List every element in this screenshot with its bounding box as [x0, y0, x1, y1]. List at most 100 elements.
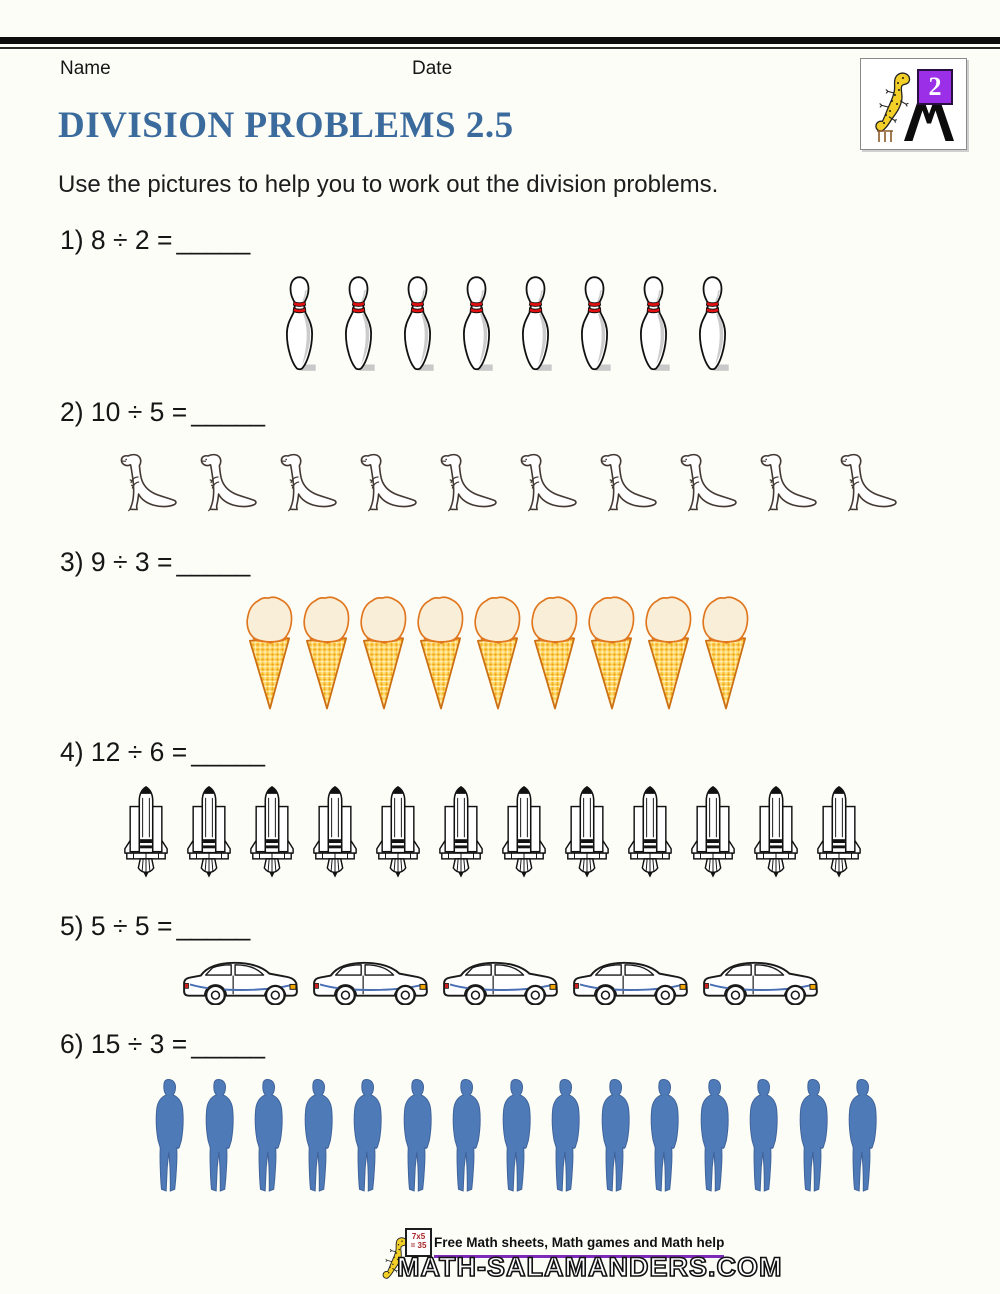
logo-m-icon	[903, 99, 955, 141]
grade-badge: 2	[917, 69, 953, 105]
rocket-icon	[689, 785, 737, 878]
stool-icon	[877, 130, 893, 142]
dinosaur-icon	[277, 452, 339, 513]
person-icon	[545, 1076, 584, 1196]
answer-blank[interactable]: _____	[176, 547, 251, 577]
dinosaur-icon	[517, 452, 579, 513]
bowling-pin-icon	[454, 272, 499, 376]
person-icon	[595, 1076, 634, 1196]
ice-cream-icon	[699, 594, 752, 713]
dinosaur-icon	[117, 452, 179, 513]
person-icon	[694, 1076, 733, 1196]
ice-cream-icon	[243, 594, 296, 713]
instruction-text: Use the pictures to help you to work out…	[58, 171, 719, 198]
problem-1-expression: 1) 8 ÷ 2 =	[60, 225, 173, 255]
problem-6-expression: 6) 15 ÷ 3 =	[60, 1029, 188, 1059]
person-icon	[644, 1076, 683, 1196]
rocket-icon	[563, 785, 611, 878]
ice-cream-icon	[357, 594, 410, 713]
ice-cream-icon	[300, 594, 353, 713]
rocket-icon	[815, 785, 863, 878]
car-icon	[440, 954, 560, 1005]
dinosaur-row	[117, 452, 899, 513]
problem-4-expression: 4) 12 ÷ 6 =	[60, 737, 188, 767]
person-icon	[347, 1076, 386, 1196]
problem-5-label: 5) 5 ÷ 5 = _____	[60, 911, 250, 942]
footer-chalkboard: 7x5 = 35	[405, 1228, 432, 1257]
bowling-pin-row	[277, 272, 735, 376]
bowling-pin-icon	[395, 272, 440, 376]
grade-number: 2	[928, 72, 942, 101]
dinosaur-icon	[597, 452, 659, 513]
problem-3-expression: 3) 9 ÷ 3 =	[60, 547, 173, 577]
footer-site-name: Math-Salamanders.com	[396, 1251, 783, 1283]
problem-2-label: 2) 10 ÷ 5 = _____	[60, 397, 265, 428]
rocket-icon	[374, 785, 422, 878]
rocket-icon	[752, 785, 800, 878]
rocket-icon	[500, 785, 548, 878]
problem-3-label: 3) 9 ÷ 3 = _____	[60, 547, 250, 578]
rocket-icon	[248, 785, 296, 878]
person-icon	[446, 1076, 485, 1196]
ice-cream-row	[243, 594, 752, 713]
person-icon	[199, 1076, 238, 1196]
answer-blank[interactable]: _____	[191, 737, 265, 767]
person-row	[149, 1076, 881, 1196]
chalkboard-line-1: 7x5	[411, 1232, 426, 1241]
top-divider-thick	[0, 37, 1000, 44]
site-logo: 2	[860, 58, 967, 150]
car-icon	[570, 954, 690, 1005]
dinosaur-icon	[837, 452, 899, 513]
rocket-icon	[122, 785, 170, 878]
car-icon	[310, 954, 430, 1005]
answer-blank[interactable]: _____	[191, 1029, 265, 1059]
problem-2-expression: 2) 10 ÷ 5 =	[60, 397, 188, 427]
ice-cream-icon	[642, 594, 695, 713]
bowling-pin-icon	[572, 272, 617, 376]
dinosaur-icon	[437, 452, 499, 513]
bowling-pin-icon	[336, 272, 381, 376]
person-icon	[743, 1076, 782, 1196]
answer-blank[interactable]: _____	[176, 911, 251, 941]
person-icon	[496, 1076, 535, 1196]
rocket-icon	[311, 785, 359, 878]
dinosaur-icon	[357, 452, 419, 513]
person-icon	[793, 1076, 832, 1196]
bowling-pin-icon	[631, 272, 676, 376]
car-icon	[700, 954, 820, 1005]
name-label: Name	[60, 58, 111, 79]
bowling-pin-icon	[690, 272, 735, 376]
rocket-icon	[437, 785, 485, 878]
ice-cream-icon	[471, 594, 524, 713]
dinosaur-icon	[197, 452, 259, 513]
rocket-row	[122, 785, 863, 878]
dinosaur-icon	[677, 452, 739, 513]
dinosaur-icon	[757, 452, 819, 513]
person-icon	[842, 1076, 881, 1196]
rocket-icon	[626, 785, 674, 878]
ice-cream-icon	[585, 594, 638, 713]
person-icon	[397, 1076, 436, 1196]
rocket-icon	[185, 785, 233, 878]
top-divider-thin	[0, 47, 1000, 49]
person-icon	[298, 1076, 337, 1196]
answer-blank[interactable]: _____	[176, 225, 251, 255]
ice-cream-icon	[414, 594, 467, 713]
person-icon	[149, 1076, 188, 1196]
bowling-pin-icon	[513, 272, 558, 376]
car-icon	[180, 954, 300, 1005]
page-title: DIVISION PROBLEMS 2.5	[58, 105, 514, 146]
date-label: Date	[412, 58, 453, 79]
bowling-pin-icon	[277, 272, 322, 376]
problem-1-label: 1) 8 ÷ 2 = _____	[60, 225, 250, 256]
chalkboard-line-2: = 35	[410, 1241, 427, 1250]
person-icon	[248, 1076, 287, 1196]
answer-blank[interactable]: _____	[191, 397, 265, 427]
footer-tagline: Free Math sheets, Math games and Math he…	[434, 1235, 725, 1258]
car-row	[180, 954, 820, 1005]
problem-5-expression: 5) 5 ÷ 5 =	[60, 911, 173, 941]
problem-6-label: 6) 15 ÷ 3 = _____	[60, 1029, 265, 1060]
ice-cream-icon	[528, 594, 581, 713]
problem-4-label: 4) 12 ÷ 6 = _____	[60, 737, 265, 768]
